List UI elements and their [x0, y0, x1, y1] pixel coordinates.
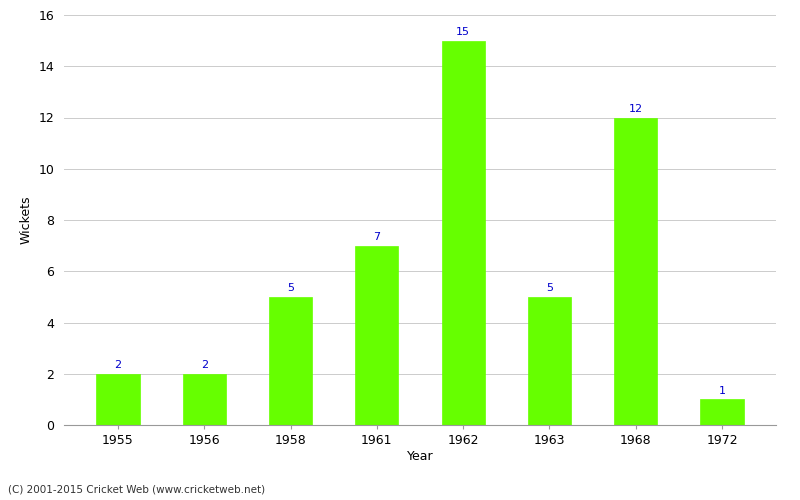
Text: 15: 15 — [456, 27, 470, 37]
Text: 7: 7 — [374, 232, 381, 242]
Bar — [614, 118, 658, 425]
Text: 2: 2 — [114, 360, 122, 370]
Bar — [355, 246, 398, 425]
Y-axis label: Wickets: Wickets — [20, 196, 33, 244]
Bar — [269, 297, 312, 425]
Text: 5: 5 — [546, 283, 553, 293]
Text: 5: 5 — [287, 283, 294, 293]
X-axis label: Year: Year — [406, 450, 434, 463]
Bar — [442, 40, 485, 425]
Bar — [701, 400, 744, 425]
Bar — [182, 374, 226, 425]
Text: 12: 12 — [629, 104, 643, 114]
Text: 2: 2 — [201, 360, 208, 370]
Text: (C) 2001-2015 Cricket Web (www.cricketweb.net): (C) 2001-2015 Cricket Web (www.cricketwe… — [8, 485, 265, 495]
Bar — [528, 297, 571, 425]
Bar — [96, 374, 139, 425]
Text: 1: 1 — [718, 386, 726, 396]
